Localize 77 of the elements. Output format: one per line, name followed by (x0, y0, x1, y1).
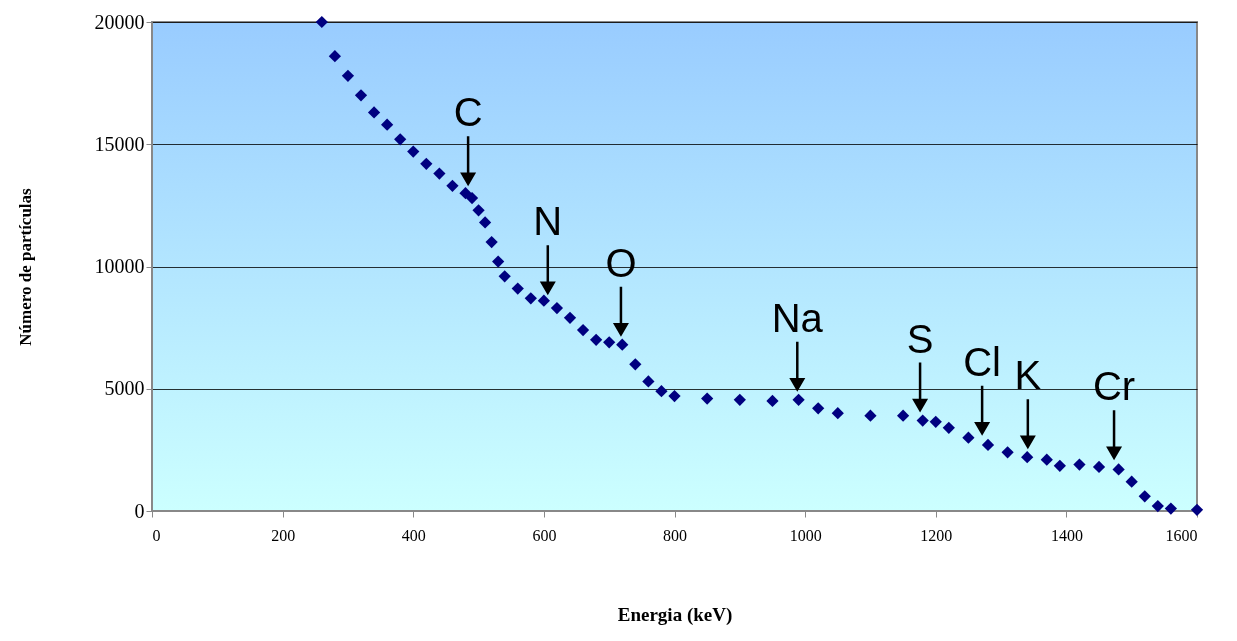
x-tick-label: 200 (271, 526, 296, 544)
point (446, 179, 459, 192)
point (668, 389, 681, 403)
point (550, 301, 564, 315)
point (511, 282, 524, 295)
y-tick-label: 0 (134, 499, 145, 522)
y-tick-label: 20000 (94, 10, 145, 33)
annotation: N (533, 199, 563, 244)
point (498, 270, 511, 283)
point (1021, 451, 1034, 464)
point (478, 216, 492, 229)
y-axis-title: Número de partículas (15, 187, 35, 346)
point (864, 409, 877, 422)
point (492, 255, 505, 268)
point (792, 393, 805, 406)
point (642, 375, 655, 388)
annotation: Cl (963, 339, 1002, 384)
point (576, 323, 590, 337)
point (590, 333, 603, 346)
point (831, 407, 844, 420)
point (812, 402, 825, 415)
x-tick-label: 1400 (1050, 526, 1083, 544)
x-tick-label: 1200 (920, 526, 953, 544)
point (1151, 499, 1164, 513)
y-tick-label: 10000 (94, 255, 145, 277)
x-tick-label: 600 (532, 526, 557, 544)
point (381, 118, 394, 131)
point (942, 421, 955, 434)
point (655, 385, 668, 398)
point (367, 106, 381, 119)
point (1001, 446, 1014, 459)
point (1164, 502, 1177, 515)
point (328, 50, 341, 63)
point (616, 338, 629, 351)
point (929, 415, 942, 428)
point (916, 414, 929, 427)
point (524, 292, 537, 305)
point (1190, 503, 1204, 516)
point (563, 311, 577, 324)
point (341, 69, 355, 82)
point (420, 157, 433, 170)
point (1125, 475, 1138, 488)
point (733, 393, 746, 406)
point (1053, 459, 1066, 472)
point (701, 392, 714, 405)
y-tick-label: 15000 (94, 132, 145, 155)
point (472, 204, 485, 217)
annotation: C (453, 90, 483, 135)
point (433, 167, 446, 180)
point (407, 145, 420, 158)
point (1092, 460, 1106, 474)
x-tick-label: 800 (663, 526, 687, 544)
x-tick-label: 1600 (1165, 526, 1198, 544)
point (465, 191, 479, 205)
point (896, 409, 910, 422)
point (485, 235, 498, 249)
point (1040, 453, 1053, 466)
x-tick-label: 400 (401, 526, 426, 544)
point (354, 89, 368, 102)
x-tick-label: 1000 (789, 526, 822, 544)
point (1112, 463, 1125, 476)
x-axis-title: Energia (keV) (617, 603, 733, 626)
point (629, 358, 642, 371)
point (315, 15, 328, 29)
annotation: Na (771, 295, 824, 340)
point (962, 431, 975, 444)
point (766, 394, 779, 408)
point (1073, 458, 1086, 471)
annotation: S (906, 316, 934, 361)
point (981, 438, 995, 452)
point (1138, 490, 1151, 503)
point (394, 133, 407, 146)
x-tick-label: 0 (152, 526, 161, 544)
point (603, 336, 616, 349)
point (537, 294, 550, 307)
annotation: K (1014, 353, 1042, 398)
y-tick-label: 5000 (104, 377, 145, 400)
